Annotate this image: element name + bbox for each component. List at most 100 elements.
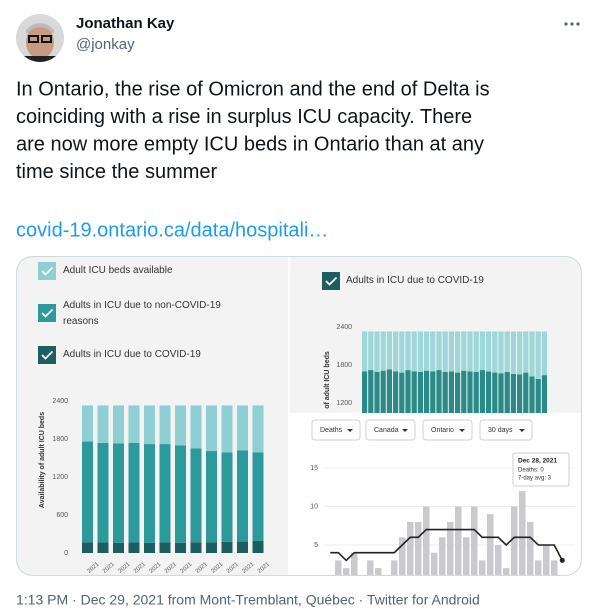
bar-segment [175, 445, 186, 543]
more-menu[interactable] [564, 22, 580, 26]
bar-segment [541, 331, 547, 376]
filter-dropdown[interactable] [311, 419, 361, 441]
bar-segment [417, 371, 423, 413]
bar-segment [479, 331, 485, 371]
y-tick-label: 15 [310, 465, 318, 472]
filter-dropdown[interactable] [479, 419, 533, 441]
bar [551, 560, 558, 576]
bar-segment [523, 331, 529, 373]
filter-label: Canada [374, 427, 399, 434]
bar-segment [128, 405, 140, 443]
media-border [16, 256, 582, 576]
bar-segment [498, 331, 504, 374]
bar-segment [417, 331, 423, 372]
bar-segment [436, 370, 442, 413]
link[interactable]: covid-19.ontario.ca/data/hospitali… [16, 219, 328, 241]
bar-segment [442, 371, 448, 413]
bar-segment [159, 405, 171, 445]
bar-segment [237, 450, 248, 542]
bar-segment [175, 405, 186, 446]
bar-segment [252, 452, 264, 541]
bar-segment [380, 331, 386, 371]
bar [351, 552, 358, 576]
bar-segment [504, 331, 510, 372]
bar-segment [448, 331, 454, 372]
bar-segment [535, 378, 541, 413]
media[interactable]: Availability of adult ICU beds 0 600 1200 18… [16, 256, 582, 584]
bar [383, 575, 390, 576]
bar-segment [368, 370, 374, 413]
bar-segment [97, 405, 109, 443]
bar-segment [529, 376, 535, 413]
bar-segment [461, 331, 467, 371]
bar [391, 560, 398, 576]
bar-segment [541, 375, 547, 413]
bar [535, 560, 542, 576]
bar-segment [144, 444, 155, 543]
bar-segment [128, 542, 140, 553]
bar-segment [492, 372, 498, 413]
bar-segment [461, 370, 467, 413]
bar [367, 560, 374, 576]
bar-segment [252, 540, 264, 553]
tweet-line: time since the summer [16, 161, 218, 183]
bar-segment [455, 372, 461, 413]
bar-segment [523, 372, 529, 413]
bar [415, 521, 422, 576]
bar [503, 568, 510, 576]
bar-segment [405, 331, 411, 371]
bar-segment [467, 371, 473, 413]
bar-segment [393, 331, 399, 372]
handle[interactable]: @jonkay [76, 36, 135, 53]
y-tick-label: 1800 [52, 436, 68, 443]
dropdown-arrow [459, 429, 465, 432]
bar-segment [504, 371, 510, 413]
legend-label: Adults in ICU due to COVID-19 [63, 349, 201, 360]
bar-segment [492, 331, 498, 373]
y-tick-label: 1200 [336, 400, 352, 407]
avg-line [330, 528, 563, 562]
y-axis-label: of adult ICU beds [324, 351, 331, 409]
bar-segment [399, 331, 405, 373]
bar-segment [498, 373, 504, 413]
filter-dropdown[interactable] [422, 419, 473, 441]
bar-segment [448, 371, 454, 413]
tooltip-line: Deaths: 0 [518, 468, 544, 474]
bar [471, 506, 478, 576]
bar-segment [473, 331, 479, 372]
bar [487, 514, 494, 576]
bar [479, 560, 486, 576]
bar-segment [473, 371, 479, 413]
bar-segment [510, 331, 516, 374]
tweet-line: coinciding with a rise in surplus ICU ca… [16, 106, 472, 128]
bar-segment [455, 331, 461, 373]
timestamp: 1:13 PM · Dec 29, 2021 from Mont-Trembla… [16, 592, 480, 608]
bar-segment [411, 371, 417, 413]
filter-dropdown[interactable] [365, 419, 416, 441]
avg-point [559, 557, 565, 563]
avatar[interactable] [16, 14, 64, 66]
bar [359, 575, 366, 576]
dropdown-arrow [347, 429, 353, 432]
bar [407, 521, 414, 576]
bar-segment [529, 331, 535, 377]
bar [431, 552, 438, 576]
bar [463, 537, 470, 576]
checkmark [41, 308, 54, 318]
bar-segment [479, 370, 485, 413]
y-tick-label: 600 [56, 512, 68, 519]
bar-segment [175, 542, 186, 553]
bar-segment [368, 331, 374, 371]
filter-label: 30 days [488, 427, 513, 434]
checkbox [38, 262, 56, 280]
bar-segment [221, 452, 233, 542]
y-tick-label: 0 [64, 550, 68, 557]
bar [495, 545, 502, 576]
bar-segment [190, 405, 202, 449]
display-name[interactable]: Jonathan Kay [76, 15, 175, 32]
bar-segment [159, 542, 171, 553]
filter-label: Deaths [320, 427, 343, 434]
checkmark [325, 276, 338, 286]
bar-segment [399, 372, 405, 413]
legend-label: Adults in ICU due to COVID-19 [346, 275, 484, 286]
